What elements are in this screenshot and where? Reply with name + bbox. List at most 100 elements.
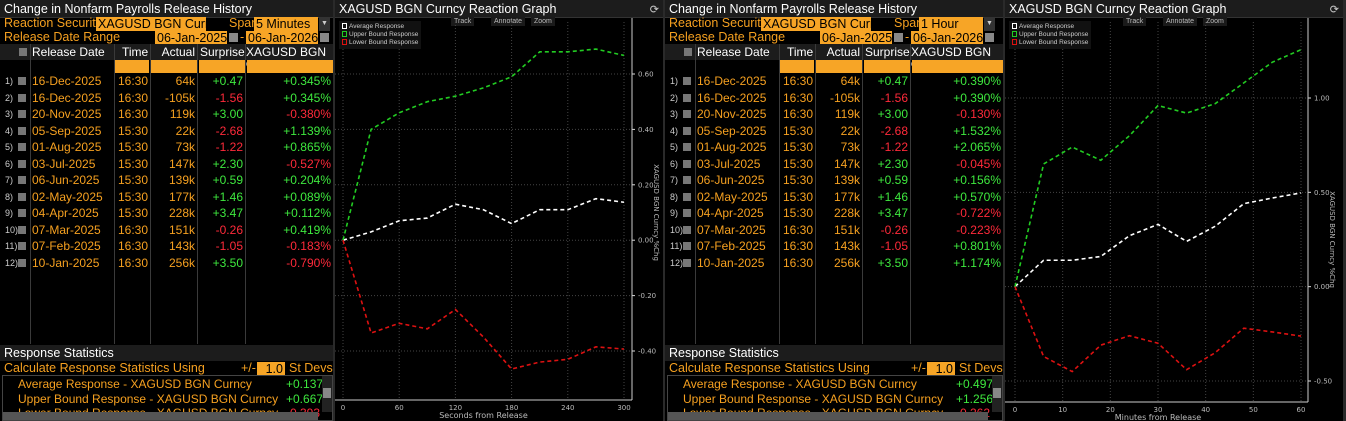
select-all-checkbox[interactable] bbox=[19, 48, 27, 56]
table-row[interactable]: 2) 16-Dec-2025 16:30 -105k -1.56 +0.390% bbox=[665, 90, 1003, 106]
row-checkbox[interactable] bbox=[18, 93, 26, 102]
calc-label: Calculate Response Statistics Using bbox=[4, 361, 205, 375]
row-checkbox[interactable] bbox=[683, 77, 691, 85]
table-row[interactable]: 3) 20-Nov-2025 16:30 119k +3.00 -0.130% bbox=[665, 106, 1003, 122]
y-tick-label: -0.40 bbox=[638, 348, 656, 356]
tool-zoom-button[interactable]: Zoom bbox=[531, 17, 555, 26]
vertical-scrollbar[interactable] bbox=[322, 376, 332, 412]
tool-track-button[interactable]: Track bbox=[451, 17, 475, 26]
row-checkbox[interactable] bbox=[18, 143, 26, 151]
col-release-date[interactable]: Release Date bbox=[697, 45, 770, 59]
row-checkbox[interactable] bbox=[18, 192, 26, 201]
row-number: 7) bbox=[5, 175, 14, 185]
row-checkbox[interactable] bbox=[18, 258, 26, 267]
row-checkbox[interactable] bbox=[18, 110, 26, 118]
table-row[interactable]: 1) 16-Dec-2025 16:30 64k +0.47 +0.390% bbox=[665, 73, 1003, 89]
calendar-icon[interactable] bbox=[894, 33, 903, 42]
tool-annotate-button[interactable]: Annotate bbox=[491, 17, 526, 26]
row-checkbox[interactable] bbox=[683, 192, 691, 201]
col-time[interactable]: Time bbox=[787, 45, 814, 59]
table-row[interactable]: 8) 02-May-2025 15:30 177k +1.46 +0.089% bbox=[0, 189, 333, 205]
row-checkbox[interactable] bbox=[18, 225, 26, 234]
table-row[interactable]: 3) 20-Nov-2025 16:30 119k +3.00 -0.380% bbox=[0, 106, 333, 122]
row-checkbox[interactable] bbox=[18, 209, 26, 217]
row-checkbox[interactable] bbox=[683, 126, 691, 135]
calendar-icon[interactable] bbox=[985, 33, 994, 42]
table-row[interactable]: 9) 04-Apr-2025 15:30 228k +3.47 +0.112% bbox=[0, 205, 333, 221]
to-date-input[interactable]: 06-Jan-2026 bbox=[246, 31, 319, 45]
to-date-input[interactable]: 06-Jan-2026 bbox=[911, 31, 984, 45]
table-row[interactable]: 8) 02-May-2025 15:30 177k +1.46 +0.570% bbox=[665, 189, 1003, 205]
table-row[interactable]: 7) 06-Jun-2025 15:30 139k +0.59 +0.204% bbox=[0, 172, 333, 188]
calendar-icon[interactable] bbox=[320, 33, 329, 42]
tool-zoom-button[interactable]: Zoom bbox=[1203, 17, 1227, 26]
table-row[interactable]: 9) 04-Apr-2025 15:30 228k +3.47 -0.722% bbox=[665, 205, 1003, 221]
row-checkbox[interactable] bbox=[683, 242, 691, 250]
legend-item[interactable]: Upper Bound Response bbox=[342, 31, 418, 39]
chart-plot[interactable]: 0 60 120 180 240 300 0.60 0.40 0.20 0.00 -0.20 -0.4… bbox=[335, 0, 663, 421]
col-actual[interactable]: Actual bbox=[826, 45, 860, 59]
table-row[interactable]: 12) 10-Jan-2025 16:30 256k +3.50 +1.174% bbox=[665, 255, 1003, 271]
st-dev-input[interactable]: 1.0 bbox=[257, 362, 285, 376]
legend-item[interactable]: Upper Bound Response bbox=[1012, 31, 1088, 39]
chevron-down-icon[interactable]: ▼ bbox=[984, 17, 995, 31]
chart-plot[interactable]: 0 10 20 30 40 50 60 1.00 0.50 0.00 -0.50 Minutes fr… bbox=[1005, 0, 1343, 421]
chevron-down-icon[interactable]: ▼ bbox=[319, 17, 330, 31]
row-checkbox[interactable] bbox=[683, 209, 691, 217]
table-row[interactable]: 11) 07-Feb-2025 16:30 143k -1.05 -0.183% bbox=[0, 238, 333, 254]
row-checkbox[interactable] bbox=[18, 159, 26, 168]
refresh-icon[interactable]: ⟳ bbox=[1329, 4, 1339, 16]
table-row[interactable]: 4) 05-Sep-2025 15:30 22k -2.68 +1.532% bbox=[665, 123, 1003, 139]
col-surprise[interactable]: Surprise bbox=[200, 45, 245, 59]
table-row[interactable]: 6) 03-Jul-2025 15:30 147k +2.30 -0.045% bbox=[665, 156, 1003, 172]
row-checkbox[interactable] bbox=[18, 126, 26, 135]
col-release-date[interactable]: Release Date bbox=[32, 45, 105, 59]
row-checkbox[interactable] bbox=[683, 143, 691, 151]
reaction-graph-panel[interactable]: XAGUSD BGN Curncy Reaction Graph ⟳ Track… bbox=[335, 0, 663, 421]
table-row[interactable]: 12) 10-Jan-2025 16:30 256k +3.50 -0.790% bbox=[0, 255, 333, 271]
legend-item[interactable]: Average Response bbox=[1012, 23, 1088, 31]
security-input[interactable]: XAGUSD BGN Curncy bbox=[761, 17, 890, 31]
row-checkbox[interactable] bbox=[683, 258, 691, 267]
horizontal-scrollbar[interactable] bbox=[668, 412, 988, 420]
row-checkbox[interactable] bbox=[18, 77, 26, 85]
span-select[interactable]: 5 Minutes bbox=[254, 17, 318, 31]
row-checkbox[interactable] bbox=[18, 242, 26, 250]
from-date-input[interactable]: 06-Jan-2025 bbox=[820, 31, 893, 45]
row-checkbox[interactable] bbox=[683, 159, 691, 168]
table-row[interactable]: 11) 07-Feb-2025 16:30 143k -1.05 +0.801% bbox=[665, 238, 1003, 254]
tool-track-button[interactable]: Track bbox=[1123, 17, 1147, 26]
st-dev-input[interactable]: 1.0 bbox=[927, 362, 955, 376]
table-row[interactable]: 6) 03-Jul-2025 15:30 147k +2.30 -0.527% bbox=[0, 156, 333, 172]
table-row[interactable]: 5) 01-Aug-2025 15:30 73k -1.22 +2.065% bbox=[665, 139, 1003, 155]
vertical-scrollbar[interactable] bbox=[992, 376, 1002, 412]
calendar-icon[interactable] bbox=[229, 33, 238, 42]
legend-item[interactable]: Average Response bbox=[342, 23, 418, 31]
row-checkbox[interactable] bbox=[683, 225, 691, 234]
refresh-icon[interactable]: ⟳ bbox=[649, 4, 659, 16]
table-row[interactable]: 1) 16-Dec-2025 16:30 64k +0.47 +0.345% bbox=[0, 73, 333, 89]
legend-item[interactable]: Lower Bound Response bbox=[1012, 39, 1088, 47]
col-surprise[interactable]: Surprise bbox=[865, 45, 910, 59]
row-checkbox[interactable] bbox=[683, 176, 691, 184]
legend-item[interactable]: Lower Bound Response bbox=[342, 39, 418, 47]
table-row[interactable]: 10) 07-Mar-2025 16:30 151k -0.26 +0.419% bbox=[0, 222, 333, 238]
row-checkbox[interactable] bbox=[18, 176, 26, 184]
table-row[interactable]: 2) 16-Dec-2025 16:30 -105k -1.56 +0.345% bbox=[0, 90, 333, 106]
tool-annotate-button[interactable]: Annotate bbox=[1163, 17, 1198, 26]
table-row[interactable]: 7) 06-Jun-2025 15:30 139k +0.59 +0.156% bbox=[665, 172, 1003, 188]
from-date-input[interactable]: 06-Jan-2025 bbox=[155, 31, 228, 45]
pct-change-value: +0.112% bbox=[284, 206, 331, 220]
horizontal-scrollbar[interactable] bbox=[3, 412, 318, 420]
row-checkbox[interactable] bbox=[683, 93, 691, 102]
col-time[interactable]: Time bbox=[122, 45, 149, 59]
row-checkbox[interactable] bbox=[683, 110, 691, 118]
table-row[interactable]: 4) 05-Sep-2025 15:30 22k -2.68 +1.139% bbox=[0, 123, 333, 139]
table-row[interactable]: 5) 01-Aug-2025 15:30 73k -1.22 +0.865% bbox=[0, 139, 333, 155]
security-input[interactable]: XAGUSD BGN Curncy bbox=[96, 17, 225, 31]
table-row[interactable]: 10) 07-Mar-2025 16:30 151k -0.26 -0.223% bbox=[665, 222, 1003, 238]
reaction-graph-panel[interactable]: XAGUSD BGN Curncy Reaction Graph ⟳ Track… bbox=[1005, 0, 1343, 421]
span-select[interactable]: 1 Hour bbox=[919, 17, 983, 31]
select-all-checkbox[interactable] bbox=[684, 48, 692, 56]
col-actual[interactable]: Actual bbox=[161, 45, 195, 59]
